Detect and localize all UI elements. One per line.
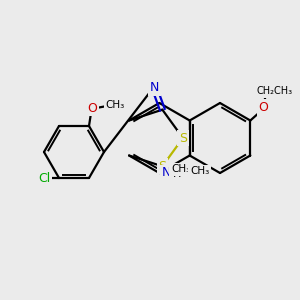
Text: N: N xyxy=(162,167,171,179)
Text: Cl: Cl xyxy=(38,172,50,185)
Text: CH₂CH₃: CH₂CH₃ xyxy=(256,86,292,97)
Text: S: S xyxy=(179,131,187,145)
Text: N: N xyxy=(150,81,159,94)
Text: S: S xyxy=(158,160,166,173)
Text: O: O xyxy=(87,101,97,115)
Text: O: O xyxy=(258,101,268,114)
Text: H: H xyxy=(173,169,182,179)
Text: CH₃: CH₃ xyxy=(171,164,190,175)
Text: CH₃: CH₃ xyxy=(105,100,124,110)
Text: CH₃: CH₃ xyxy=(190,167,209,176)
